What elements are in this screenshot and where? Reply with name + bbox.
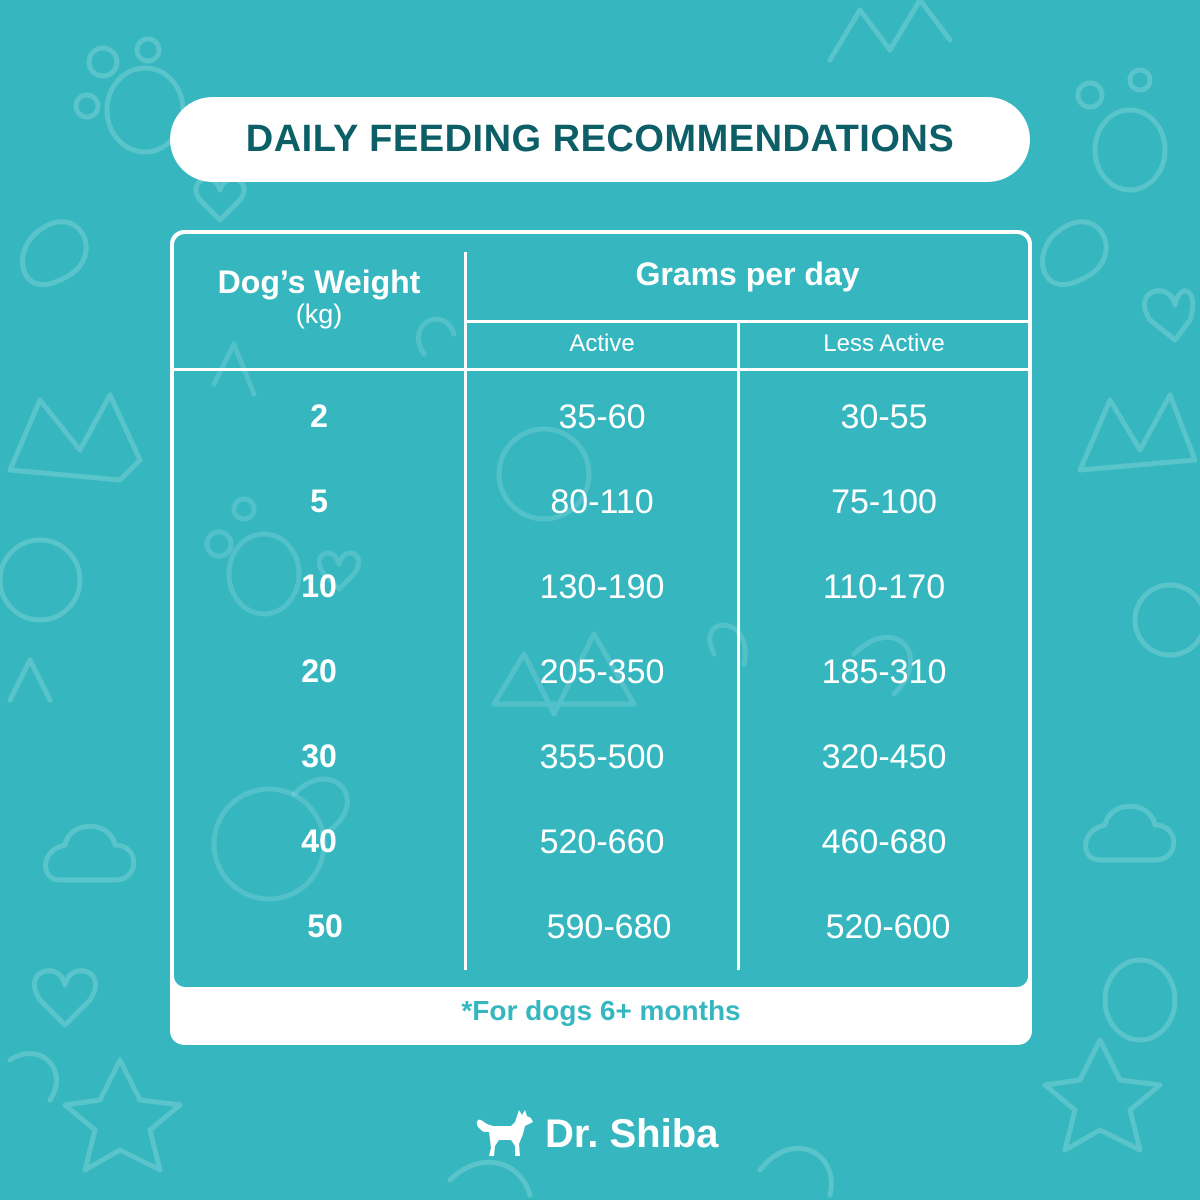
active-cell: 130-190	[539, 568, 665, 606]
weight-cell: 20	[301, 653, 337, 689]
weight-cell: 40	[301, 823, 337, 859]
weight-cell: 50	[307, 908, 343, 944]
weight-cell: 30	[301, 738, 337, 774]
column-divider-2	[737, 322, 740, 970]
feeding-table-card: Dog’s Weight (kg) Grams per day Active L…	[170, 230, 1032, 1045]
active-subheader: Active	[569, 330, 635, 357]
active-cell: 35-60	[558, 398, 646, 436]
table-row: 30 355-500 320-450	[174, 738, 1028, 798]
weight-header-unit: (kg)	[295, 299, 343, 329]
less-active-subheader: Less Active	[823, 330, 945, 357]
page-title: DAILY FEEDING RECOMMENDATIONS	[245, 118, 955, 160]
active-cell: 355-500	[539, 738, 665, 776]
footnote: *For dogs 6+ months	[461, 995, 741, 1026]
table-row: 20 205-350 185-310	[174, 653, 1028, 713]
brand-name: Dr. Shiba	[545, 1111, 719, 1156]
table-row: 10 130-190 110-170	[174, 568, 1028, 628]
less-active-cell: 185-310	[821, 653, 947, 691]
header-divider	[174, 368, 1028, 371]
column-divider-1	[464, 252, 467, 970]
active-cell: 205-350	[539, 653, 665, 691]
table-row: 2 35-60 30-55	[174, 398, 1028, 458]
feeding-table: Dog’s Weight (kg) Grams per day Active L…	[174, 234, 1028, 987]
less-active-cell: 460-680	[821, 823, 947, 861]
weight-cell: 5	[310, 483, 328, 519]
less-active-cell: 75-100	[831, 483, 937, 521]
subheader-divider	[464, 320, 1028, 323]
weight-cell: 2	[310, 398, 328, 434]
active-cell: 80-110	[550, 483, 654, 521]
brand-logo: Dr. Shiba	[475, 1110, 718, 1158]
weight-cell: 10	[301, 568, 337, 604]
grams-per-day-header: Grams per day	[635, 256, 860, 292]
table-row: 5 80-110 75-100	[174, 483, 1028, 543]
less-active-cell: 110-170	[822, 568, 946, 606]
less-active-cell: 520-600	[825, 908, 951, 946]
title-banner: DAILY FEEDING RECOMMENDATIONS	[170, 97, 1030, 182]
active-cell: 590-680	[546, 908, 672, 946]
table-row: 40 520-660 460-680	[174, 823, 1028, 883]
table-row: 50 590-680 520-600	[174, 908, 1028, 968]
less-active-cell: 320-450	[821, 738, 947, 776]
weight-header-label: Dog’s Weight	[217, 264, 421, 300]
weight-column-header: Dog’s Weight (kg)	[174, 264, 464, 330]
shiba-dog-icon	[476, 1110, 533, 1156]
active-cell: 520-660	[539, 823, 665, 861]
less-active-cell: 30-55	[840, 398, 928, 436]
